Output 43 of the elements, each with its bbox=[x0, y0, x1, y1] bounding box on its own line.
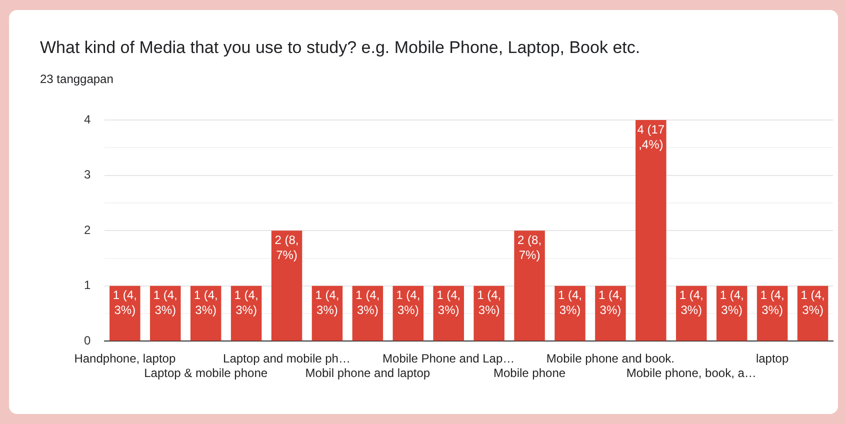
data-label: 1 (4,3%) bbox=[356, 288, 380, 318]
data-label: 1 (4,3%) bbox=[760, 288, 784, 318]
y-tick-label: 4 bbox=[84, 112, 91, 126]
data-label: 1 (4,3%) bbox=[315, 288, 340, 318]
data-label: 1 (4,3%) bbox=[679, 288, 704, 318]
data-label: 1 (4,3%) bbox=[153, 288, 178, 318]
x-tick-label: Mobil phone and laptop bbox=[305, 366, 430, 380]
x-tick-label: Handphone, laptop bbox=[74, 352, 176, 366]
x-tick-label: Laptop and mobile ph… bbox=[223, 352, 350, 366]
bar bbox=[636, 120, 666, 341]
y-tick-label: 0 bbox=[84, 334, 91, 348]
x-tick-label: laptop bbox=[756, 352, 789, 366]
y-tick-label: 1 bbox=[84, 278, 91, 292]
data-label: 1 (4,3%) bbox=[800, 288, 825, 318]
bar bbox=[676, 286, 707, 341]
y-tick-label: 2 bbox=[84, 222, 91, 237]
data-label: 4 (17,4%) bbox=[637, 122, 665, 152]
data-label: 1 (4,3%) bbox=[112, 288, 137, 318]
data-label: 2 (8,7%) bbox=[274, 232, 299, 262]
data-label: 1 (4,3%) bbox=[396, 288, 420, 318]
x-tick-label: Mobile Phone and Lap… bbox=[382, 352, 515, 366]
bar bbox=[554, 286, 586, 341]
data-label: 1 (4,3%) bbox=[234, 288, 258, 318]
data-label: 1 (4,3%) bbox=[598, 288, 622, 318]
bar bbox=[271, 230, 302, 341]
bar bbox=[110, 286, 140, 341]
x-tick-label: Mobile phone bbox=[494, 366, 566, 380]
data-label: 1 (4,3%) bbox=[477, 288, 502, 318]
data-label: 1 (4,3%) bbox=[720, 288, 744, 318]
data-label: 1 (4,3%) bbox=[558, 288, 582, 318]
bar bbox=[433, 286, 464, 341]
data-label: 1 (4,3%) bbox=[436, 288, 461, 318]
bar bbox=[514, 230, 545, 341]
x-tick-label: Mobile phone, book, a… bbox=[626, 366, 756, 380]
data-label: 1 (4,3%) bbox=[194, 288, 218, 318]
bar bbox=[474, 286, 504, 341]
bar bbox=[595, 286, 626, 341]
chart-title: What kind of Media that you use to study? e.g. Mobile Phone, Laptop, Book etc. bbox=[40, 38, 640, 58]
chart-subtitle: 23 tanggapan bbox=[40, 72, 114, 86]
x-tick-label: Mobile phone and book. bbox=[546, 352, 675, 366]
y-tick-label: 3 bbox=[84, 168, 91, 182]
x-tick-label: Laptop & mobile phone bbox=[144, 366, 268, 380]
data-label: 2 (8,7%) bbox=[518, 232, 542, 262]
